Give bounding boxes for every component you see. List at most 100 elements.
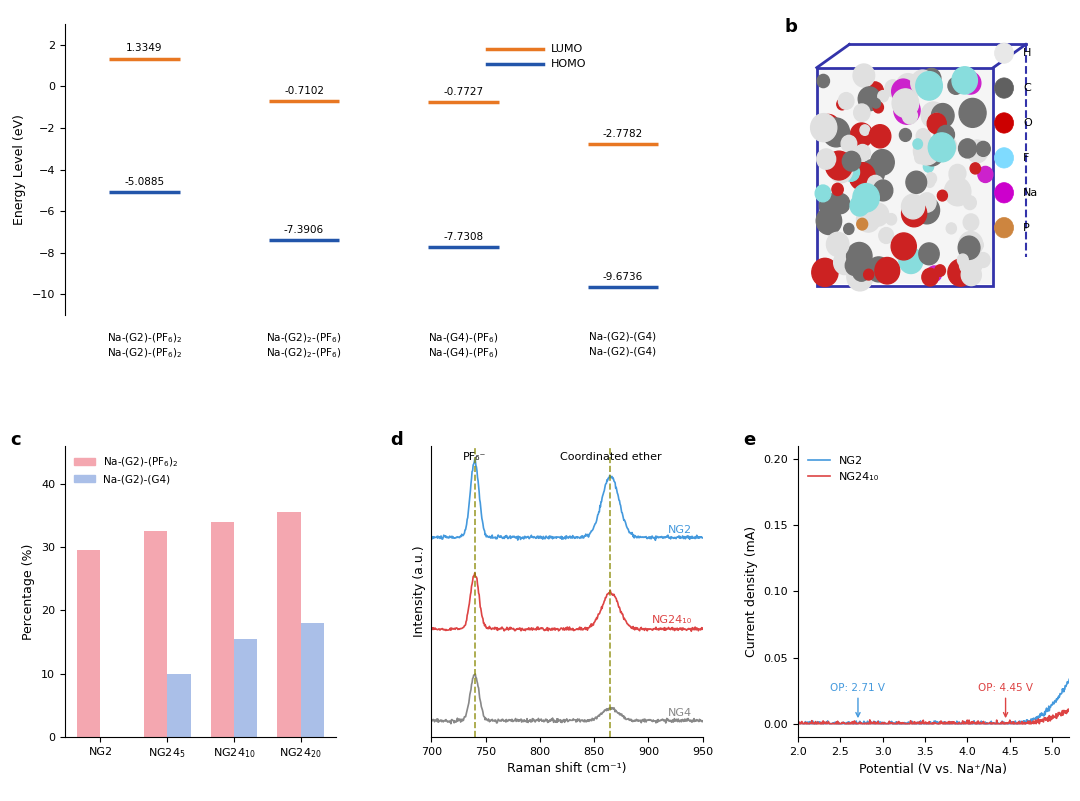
NG24₁₀ xyxy=(697,624,710,634)
Circle shape xyxy=(829,153,845,168)
Circle shape xyxy=(959,252,982,276)
Circle shape xyxy=(823,118,850,147)
Circle shape xyxy=(891,233,916,260)
Text: -5.0885: -5.0885 xyxy=(124,177,164,187)
Circle shape xyxy=(929,133,956,162)
Circle shape xyxy=(976,142,990,156)
Circle shape xyxy=(856,219,867,230)
Circle shape xyxy=(937,126,955,144)
Circle shape xyxy=(918,193,936,212)
NG24₁₀ xyxy=(554,623,567,633)
NG2 xyxy=(586,524,599,533)
Circle shape xyxy=(919,243,940,265)
Y-axis label: Energy Level (eV): Energy Level (eV) xyxy=(13,114,26,225)
Text: H: H xyxy=(1023,48,1031,58)
NG24₁₀ xyxy=(862,718,875,728)
Circle shape xyxy=(959,99,986,127)
Circle shape xyxy=(931,103,954,128)
Circle shape xyxy=(940,137,957,155)
NG4 xyxy=(444,718,457,728)
Circle shape xyxy=(916,129,930,143)
Circle shape xyxy=(902,99,912,109)
Circle shape xyxy=(885,80,901,97)
Circle shape xyxy=(842,151,861,171)
Circle shape xyxy=(995,183,1013,203)
Circle shape xyxy=(963,195,976,210)
Circle shape xyxy=(995,78,1013,99)
NG24₁₀ xyxy=(586,620,599,630)
Circle shape xyxy=(949,171,958,181)
Bar xyxy=(77,550,100,737)
Text: e: e xyxy=(743,432,756,449)
Circle shape xyxy=(878,91,889,102)
Circle shape xyxy=(892,79,915,104)
Line: NG2: NG2 xyxy=(431,459,703,541)
Text: d: d xyxy=(391,432,403,449)
Circle shape xyxy=(963,214,978,231)
NG2 xyxy=(914,716,927,726)
Circle shape xyxy=(886,214,896,225)
Circle shape xyxy=(961,264,982,286)
Circle shape xyxy=(854,195,864,205)
Circle shape xyxy=(934,131,943,141)
NG24₁₀ xyxy=(792,718,805,728)
Y-axis label: Percentage (%): Percentage (%) xyxy=(23,543,36,640)
Line: NG4: NG4 xyxy=(431,674,703,723)
Circle shape xyxy=(847,243,872,270)
Circle shape xyxy=(820,194,842,218)
Circle shape xyxy=(826,232,849,256)
Text: -7.7308: -7.7308 xyxy=(444,231,484,242)
NG24₁₀ xyxy=(1062,704,1075,714)
Circle shape xyxy=(959,231,983,257)
Text: OP: 4.45 V: OP: 4.45 V xyxy=(978,682,1034,717)
NG4 xyxy=(556,716,569,726)
Circle shape xyxy=(841,135,856,152)
NG24₁₀ xyxy=(840,718,853,728)
Text: Na: Na xyxy=(1023,187,1038,198)
Circle shape xyxy=(864,269,874,280)
Circle shape xyxy=(834,251,856,275)
Text: b: b xyxy=(784,18,797,36)
Circle shape xyxy=(949,164,966,183)
NG24₁₀ xyxy=(648,624,661,634)
Circle shape xyxy=(850,123,873,147)
Circle shape xyxy=(853,64,875,87)
Text: Na-(G4)-(PF$_6$): Na-(G4)-(PF$_6$) xyxy=(428,331,499,344)
Circle shape xyxy=(874,180,893,201)
Circle shape xyxy=(825,151,852,180)
NG2 xyxy=(649,536,662,545)
Text: P: P xyxy=(1023,223,1030,233)
Circle shape xyxy=(812,258,838,287)
NG2 xyxy=(861,716,874,726)
Circle shape xyxy=(922,68,941,89)
Circle shape xyxy=(951,66,977,94)
Circle shape xyxy=(894,96,920,124)
Circle shape xyxy=(837,99,847,110)
Circle shape xyxy=(927,266,942,282)
Circle shape xyxy=(976,252,990,268)
Circle shape xyxy=(921,75,932,87)
Legend: NG2, NG24₁₀: NG2, NG24₁₀ xyxy=(804,452,883,486)
Text: -7.3906: -7.3906 xyxy=(284,225,324,235)
Text: -2.7782: -2.7782 xyxy=(603,129,643,139)
Circle shape xyxy=(853,104,870,122)
Circle shape xyxy=(995,218,1013,238)
Circle shape xyxy=(867,257,890,282)
Text: O: O xyxy=(1023,118,1031,128)
Circle shape xyxy=(867,175,883,192)
Circle shape xyxy=(902,107,917,124)
Circle shape xyxy=(958,236,980,260)
Circle shape xyxy=(973,239,983,251)
Circle shape xyxy=(926,173,936,184)
NG2 xyxy=(996,718,1009,728)
Circle shape xyxy=(879,227,893,244)
Text: PF₆⁻: PF₆⁻ xyxy=(463,452,486,461)
Circle shape xyxy=(860,159,885,187)
Circle shape xyxy=(995,113,1013,133)
Circle shape xyxy=(914,197,940,223)
Circle shape xyxy=(852,262,870,281)
NG24₁₀ xyxy=(424,623,437,633)
Circle shape xyxy=(846,256,864,276)
NG4 xyxy=(648,716,661,726)
Circle shape xyxy=(934,265,945,276)
